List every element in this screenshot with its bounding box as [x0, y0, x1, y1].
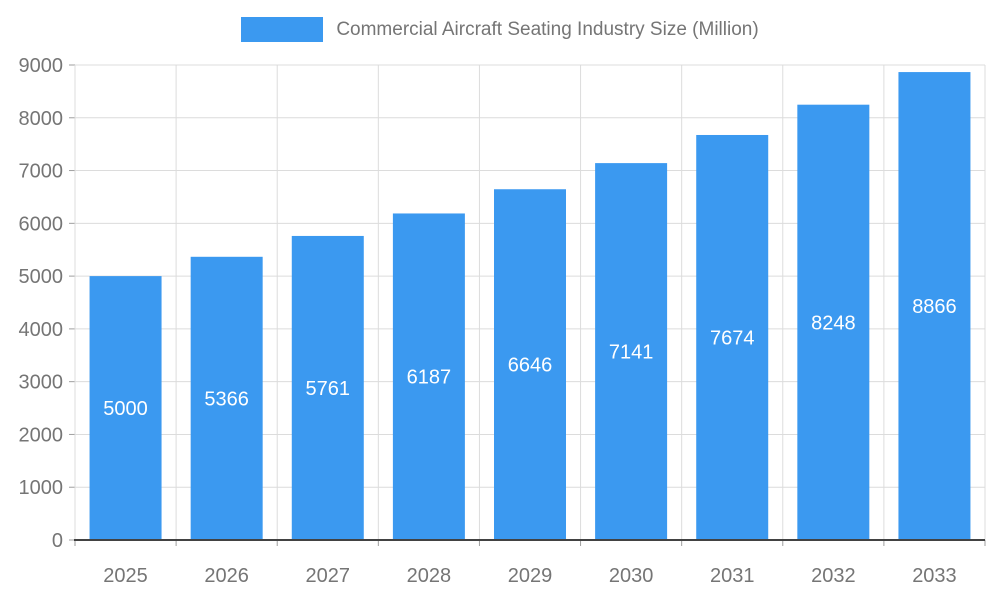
bar-value-label-2029: 6646 — [508, 355, 553, 377]
x-axis-label-2027: 2027 — [306, 565, 351, 587]
bar-value-label-2030: 7141 — [609, 342, 654, 364]
y-axis-label-4000: 4000 — [19, 319, 64, 341]
y-axis-label-1000: 1000 — [19, 477, 64, 499]
y-axis-label-2000: 2000 — [19, 424, 64, 446]
y-axis-label-9000: 9000 — [19, 55, 64, 77]
x-axis-label-2033: 2033 — [912, 565, 957, 587]
bar-value-label-2028: 6187 — [407, 367, 452, 389]
bar-2030[interactable] — [595, 163, 668, 540]
y-axis-label-7000: 7000 — [19, 161, 64, 183]
bar-2031[interactable] — [696, 134, 769, 540]
bar-value-label-2033: 8866 — [912, 296, 957, 318]
bar-2026[interactable] — [190, 256, 263, 540]
bar-2032[interactable] — [797, 104, 870, 540]
x-axis-label-2032: 2032 — [811, 565, 856, 587]
bar-2029[interactable] — [494, 189, 566, 540]
x-axis-label-2026: 2026 — [204, 565, 249, 587]
x-axis-label-2029: 2029 — [508, 565, 553, 587]
x-axis-label-2025: 2025 — [103, 565, 148, 587]
bar-value-label-2032: 8248 — [811, 312, 856, 334]
bar-value-label-2026: 5366 — [204, 388, 249, 410]
bar-2028[interactable] — [392, 213, 465, 541]
y-axis-label-5000: 5000 — [19, 266, 64, 288]
y-axis-label-3000: 3000 — [19, 372, 64, 394]
bar-value-label-2027: 5761 — [306, 378, 351, 400]
y-axis-label-0: 0 — [52, 530, 63, 552]
bar-value-label-2031: 7674 — [710, 327, 755, 349]
x-axis-label-2028: 2028 — [407, 565, 452, 587]
legend-label: Commercial Aircraft Seating Industry Siz… — [336, 18, 759, 40]
legend[interactable]: Commercial Aircraft Seating Industry Siz… — [0, 17, 1000, 42]
legend-swatch[interactable] — [241, 17, 324, 42]
y-axis-label-6000: 6000 — [19, 213, 64, 235]
x-axis-label-2030: 2030 — [609, 565, 654, 587]
bar-2027[interactable] — [291, 235, 364, 541]
bar-2033[interactable] — [898, 72, 971, 541]
x-axis-label-2031: 2031 — [710, 565, 755, 587]
bar-2025[interactable] — [89, 276, 162, 540]
bar-value-label-2025: 5000 — [103, 398, 148, 420]
y-axis-label-8000: 8000 — [19, 108, 64, 130]
